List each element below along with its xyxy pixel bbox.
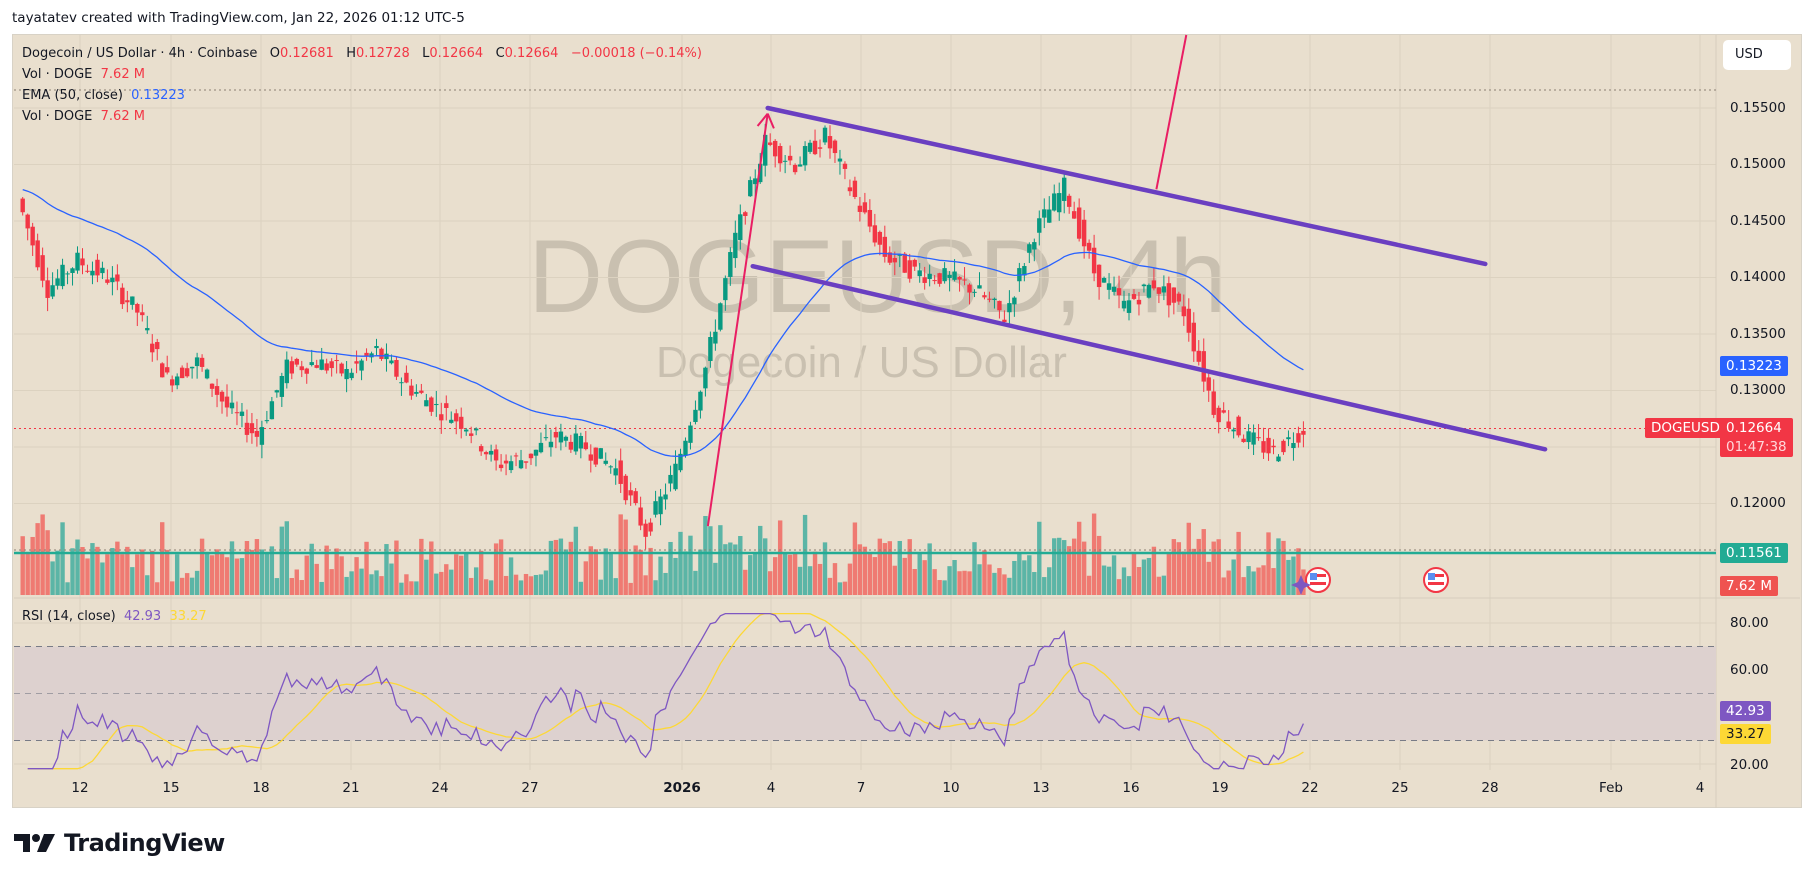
rsi-ma-value: 33.27 [169,609,207,624]
rsi-tick: 20.00 [1730,757,1769,773]
channel-trendline [750,263,1548,452]
ema-price-tag: 0.13223 [1720,356,1788,376]
ohlc-low-value: 0.12664 [429,46,484,61]
price-change: −0.00018 (−0.14%) [570,46,702,61]
volume-ma-tag: 0.11561 [1720,543,1788,563]
rsi-label: RSI (14, close) [22,609,116,624]
time-tick: 7 [856,780,866,796]
price-tick: 0.15000 [1730,156,1786,172]
volume-value-2: 7.62 M [100,109,145,124]
ohlc-open-value: 0.12681 [280,46,334,61]
legend-main: Dogecoin / US Dollar · 4h · Coinbase O0.… [22,43,702,64]
time-tick: 27 [521,780,539,796]
time-tick: 24 [431,780,449,796]
sparkle-event-icon [1291,575,1311,595]
time-tick: 12 [71,780,89,796]
time-tick: 25 [1391,780,1409,796]
time-tick: 19 [1211,780,1229,796]
price-tick: 0.15500 [1730,100,1786,116]
volume-tag: 7.62 M [1720,576,1778,596]
time-tick: Feb [1599,780,1623,796]
time-tick: 4 [1695,780,1705,796]
rsi-line [27,612,1304,770]
rsi-tag: 42.93 [1720,701,1771,721]
ema-value: 0.13223 [131,88,185,103]
price-tick: 0.14000 [1730,269,1786,285]
projection-line [1155,34,1188,190]
time-tick: 22 [1301,780,1319,796]
ohlc-close-label: C [495,46,505,61]
legend-rsi[interactable]: RSI (14, close) 42.93 33.27 [22,606,207,627]
tradingview-logo-icon [14,834,55,852]
time-tick: 16 [1122,780,1140,796]
symbol-tag: DOGEUSD [1645,418,1726,438]
price-tick: 0.12000 [1730,495,1786,511]
rsi-value: 42.93 [123,609,162,624]
last-price-value: 0.12664 [1726,420,1782,436]
volume-bars [20,513,1306,595]
price-tick: 0.14500 [1730,213,1786,229]
volume-label-2: Vol · DOGE [22,109,93,124]
symbol-description[interactable]: Dogecoin / US Dollar · 4h · Coinbase [22,46,258,61]
time-tick: 2026 [663,780,701,796]
time-tick: 13 [1032,780,1050,796]
time-tick: 4 [766,780,776,796]
price-tick: 0.13500 [1730,326,1786,342]
time-tick: 21 [342,780,360,796]
volume-label: Vol · DOGE [22,67,93,82]
time-tick: 18 [252,780,270,796]
ema-label: EMA (50, close) [22,88,123,103]
volume-value: 7.62 M [100,67,145,82]
ohlc-high-label: H [346,46,356,61]
rsi-tick: 60.00 [1730,662,1769,678]
us-flag-event-icon[interactable] [1423,567,1449,593]
tradingview-logo[interactable]: TradingView [14,829,225,857]
time-tick: 28 [1481,780,1499,796]
channel-trendline [765,105,1488,267]
bar-countdown: 01:47:38 [1726,439,1787,455]
ema-line [22,188,1304,457]
time-tick: 15 [162,780,180,796]
attribution-text: tayatatev created with TradingView.com, … [12,10,465,26]
rsi-ma-line [27,612,1304,770]
rsi-tick: 80.00 [1730,615,1769,631]
ohlc-high-value: 0.12728 [355,46,410,61]
rsi-ma-tag: 33.27 [1720,724,1771,744]
ohlc-close-value: 0.12664 [504,46,559,61]
us-flag-event-icon[interactable] [1305,567,1331,593]
currency-button[interactable]: USD [1723,40,1791,70]
brand-wordmark: TradingView [64,829,225,857]
legend-volume[interactable]: Vol · DOGE 7.62 M [22,64,145,85]
ohlc-open-label: O [269,46,281,61]
time-tick: 10 [942,780,960,796]
last-price-tag: 0.12664 01:47:38 [1720,418,1793,457]
legend-volume-2[interactable]: Vol · DOGE 7.62 M [22,106,145,127]
ohlc-low-label: L [422,46,430,61]
candles [20,123,1306,550]
legend-ema[interactable]: EMA (50, close) 0.13223 [22,85,185,106]
price-tick: 0.13000 [1730,382,1786,398]
arrow-drawing [706,113,769,527]
